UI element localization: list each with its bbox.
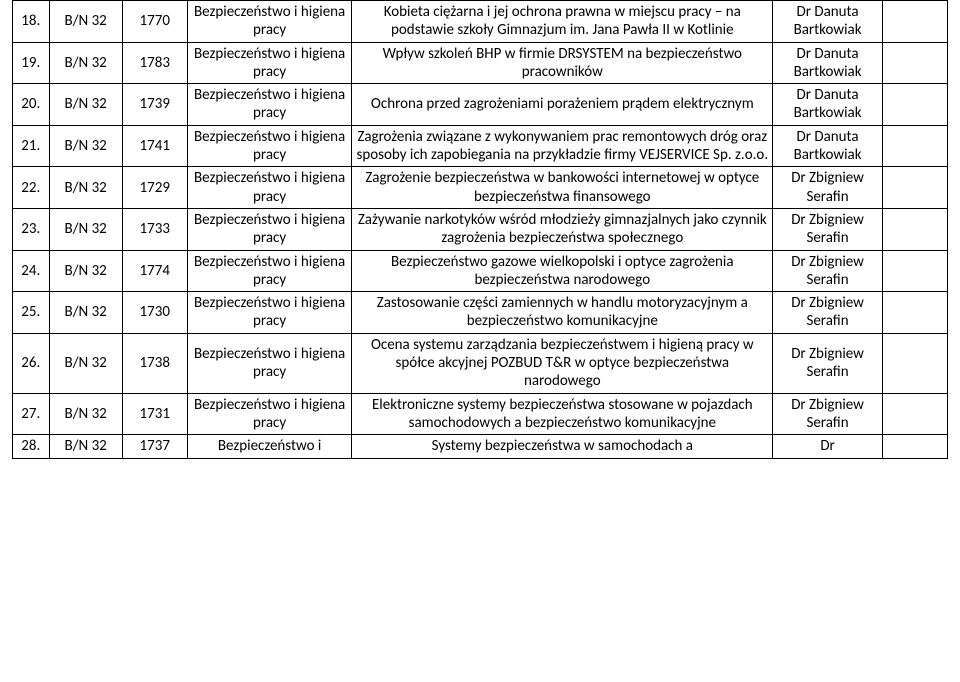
row-end	[882, 250, 947, 292]
row-cat: Bezpieczeństwo i higiena pracy	[187, 167, 352, 209]
row-who: Dr Danuta Bartkowiak	[773, 125, 883, 167]
table-row: 19.B/N 321783Bezpieczeństwo i higiena pr…	[13, 42, 948, 84]
row-code: B/N 32	[49, 84, 122, 126]
row-num: 23.	[13, 208, 50, 250]
table-row: 18.B/N 321770Bezpieczeństwo i higiena pr…	[13, 1, 948, 43]
row-id: 1783	[122, 42, 187, 84]
table-row: 28.B/N 321737Bezpieczeństwo iSystemy bez…	[13, 435, 948, 458]
row-code: B/N 32	[49, 125, 122, 167]
row-num: 27.	[13, 393, 50, 435]
row-who: Dr Zbigniew Serafin	[773, 167, 883, 209]
row-end	[882, 84, 947, 126]
row-num: 18.	[13, 1, 50, 43]
row-num: 21.	[13, 125, 50, 167]
row-desc: Zagrożenie bezpieczeństwa w bankowości i…	[352, 167, 773, 209]
row-num: 24.	[13, 250, 50, 292]
table-row: 24.B/N 321774Bezpieczeństwo i higiena pr…	[13, 250, 948, 292]
row-end	[882, 1, 947, 43]
table-row: 23.B/N 321733Bezpieczeństwo i higiena pr…	[13, 208, 948, 250]
row-id: 1774	[122, 250, 187, 292]
row-code: B/N 32	[49, 333, 122, 393]
row-id: 1770	[122, 1, 187, 43]
row-cat: Bezpieczeństwo i higiena pracy	[187, 250, 352, 292]
row-who: Dr Zbigniew Serafin	[773, 250, 883, 292]
row-desc: Wpływ szkoleń BHP w firmie DRSYSTEM na b…	[352, 42, 773, 84]
table-row: 25.B/N 321730Bezpieczeństwo i higiena pr…	[13, 292, 948, 334]
row-num: 22.	[13, 167, 50, 209]
row-id: 1733	[122, 208, 187, 250]
row-code: B/N 32	[49, 393, 122, 435]
row-desc: Kobieta ciężarna i jej ochrona prawna w …	[352, 1, 773, 43]
row-num: 25.	[13, 292, 50, 334]
row-cat: Bezpieczeństwo i higiena pracy	[187, 292, 352, 334]
row-num: 26.	[13, 333, 50, 393]
row-num: 28.	[13, 435, 50, 458]
row-cat: Bezpieczeństwo i higiena pracy	[187, 208, 352, 250]
row-id: 1729	[122, 167, 187, 209]
row-desc: Bezpieczeństwo gazowe wielkopolski i opt…	[352, 250, 773, 292]
row-cat: Bezpieczeństwo i	[187, 435, 352, 458]
row-cat: Bezpieczeństwo i higiena pracy	[187, 84, 352, 126]
row-end	[882, 42, 947, 84]
row-id: 1739	[122, 84, 187, 126]
row-code: B/N 32	[49, 1, 122, 43]
row-end	[882, 333, 947, 393]
row-who: Dr Danuta Bartkowiak	[773, 42, 883, 84]
row-code: B/N 32	[49, 250, 122, 292]
row-id: 1738	[122, 333, 187, 393]
row-desc: Zażywanie narkotyków wśród młodzieży gim…	[352, 208, 773, 250]
row-desc: Zagrożenia związane z wykonywaniem prac …	[352, 125, 773, 167]
row-end	[882, 435, 947, 458]
row-cat: Bezpieczeństwo i higiena pracy	[187, 125, 352, 167]
data-table: 18.B/N 321770Bezpieczeństwo i higiena pr…	[12, 0, 948, 459]
row-desc: Elektroniczne systemy bezpieczeństwa sto…	[352, 393, 773, 435]
row-who: Dr Zbigniew Serafin	[773, 333, 883, 393]
row-code: B/N 32	[49, 167, 122, 209]
row-cat: Bezpieczeństwo i higiena pracy	[187, 42, 352, 84]
row-id: 1731	[122, 393, 187, 435]
row-desc: Ochrona przed zagrożeniami porażeniem pr…	[352, 84, 773, 126]
row-end	[882, 167, 947, 209]
row-desc: Zastosowanie części zamiennych w handlu …	[352, 292, 773, 334]
row-cat: Bezpieczeństwo i higiena pracy	[187, 393, 352, 435]
row-who: Dr Danuta Bartkowiak	[773, 1, 883, 43]
row-end	[882, 393, 947, 435]
table-row: 20.B/N 321739Bezpieczeństwo i higiena pr…	[13, 84, 948, 126]
row-end	[882, 208, 947, 250]
row-who: Dr Danuta Bartkowiak	[773, 84, 883, 126]
row-code: B/N 32	[49, 208, 122, 250]
row-code: B/N 32	[49, 435, 122, 458]
table-row: 21.B/N 321741Bezpieczeństwo i higiena pr…	[13, 125, 948, 167]
row-who: Dr Zbigniew Serafin	[773, 292, 883, 334]
row-cat: Bezpieczeństwo i higiena pracy	[187, 333, 352, 393]
row-who: Dr Zbigniew Serafin	[773, 208, 883, 250]
table-row: 22.B/N 321729Bezpieczeństwo i higiena pr…	[13, 167, 948, 209]
row-desc: Systemy bezpieczeństwa w samochodach a	[352, 435, 773, 458]
row-end	[882, 125, 947, 167]
table-row: 26.B/N 321738Bezpieczeństwo i higiena pr…	[13, 333, 948, 393]
row-id: 1737	[122, 435, 187, 458]
row-id: 1730	[122, 292, 187, 334]
row-code: B/N 32	[49, 42, 122, 84]
row-desc: Ocena systemu zarządzania bezpieczeństwe…	[352, 333, 773, 393]
row-code: B/N 32	[49, 292, 122, 334]
row-end	[882, 292, 947, 334]
row-who: Dr Zbigniew Serafin	[773, 393, 883, 435]
row-num: 19.	[13, 42, 50, 84]
table-row: 27.B/N 321731Bezpieczeństwo i higiena pr…	[13, 393, 948, 435]
row-id: 1741	[122, 125, 187, 167]
row-cat: Bezpieczeństwo i higiena pracy	[187, 1, 352, 43]
row-who: Dr	[773, 435, 883, 458]
row-num: 20.	[13, 84, 50, 126]
